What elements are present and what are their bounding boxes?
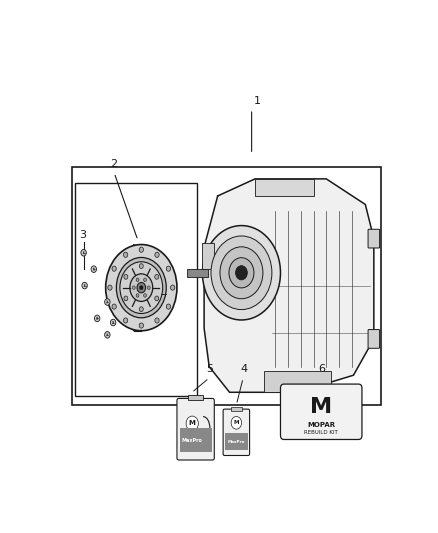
Circle shape: [139, 264, 143, 269]
Circle shape: [144, 294, 146, 297]
Text: 4: 4: [240, 364, 248, 374]
Circle shape: [229, 257, 254, 288]
Circle shape: [186, 416, 198, 431]
Circle shape: [124, 296, 128, 301]
Circle shape: [202, 225, 280, 320]
Circle shape: [166, 304, 171, 309]
Circle shape: [132, 286, 135, 289]
Text: 5: 5: [206, 364, 213, 374]
Circle shape: [110, 319, 116, 326]
FancyBboxPatch shape: [223, 409, 250, 456]
Circle shape: [139, 247, 144, 252]
Bar: [188, 395, 203, 400]
Circle shape: [112, 266, 116, 271]
Bar: [202, 243, 214, 269]
Circle shape: [105, 298, 110, 305]
Text: 3: 3: [79, 230, 86, 240]
Bar: [255, 179, 314, 196]
Circle shape: [166, 266, 171, 271]
Circle shape: [170, 285, 175, 290]
Circle shape: [130, 274, 153, 302]
Circle shape: [108, 285, 112, 290]
Text: MaxPro: MaxPro: [181, 438, 202, 443]
Circle shape: [120, 262, 162, 313]
Circle shape: [82, 282, 87, 289]
Bar: [72, 166, 381, 405]
Circle shape: [81, 249, 86, 256]
Circle shape: [139, 307, 143, 312]
Text: REBUILD KIT: REBUILD KIT: [304, 430, 338, 435]
Text: M: M: [233, 421, 239, 425]
FancyBboxPatch shape: [368, 329, 380, 348]
Bar: [75, 183, 197, 397]
Circle shape: [139, 323, 144, 328]
Text: M: M: [310, 397, 332, 417]
Circle shape: [95, 315, 100, 322]
FancyBboxPatch shape: [368, 229, 380, 248]
Bar: [187, 269, 208, 277]
Text: 1: 1: [253, 96, 260, 106]
Circle shape: [147, 286, 150, 289]
Circle shape: [220, 247, 263, 298]
Bar: [264, 371, 332, 392]
Circle shape: [105, 332, 110, 338]
Bar: [180, 428, 212, 452]
Polygon shape: [204, 179, 374, 392]
Circle shape: [140, 286, 143, 290]
Circle shape: [155, 318, 159, 323]
Circle shape: [124, 318, 128, 323]
Circle shape: [231, 416, 242, 429]
Text: MaxPro: MaxPro: [228, 440, 245, 444]
Circle shape: [106, 245, 177, 330]
Circle shape: [211, 236, 272, 310]
Circle shape: [144, 278, 146, 281]
FancyBboxPatch shape: [177, 399, 214, 460]
Text: 6: 6: [319, 364, 326, 374]
Circle shape: [136, 294, 139, 297]
Circle shape: [124, 274, 128, 279]
Text: MOPAR: MOPAR: [307, 422, 335, 428]
Circle shape: [137, 282, 145, 293]
Text: M: M: [189, 421, 196, 426]
Text: 2: 2: [110, 159, 118, 168]
Bar: [231, 407, 242, 411]
FancyBboxPatch shape: [280, 384, 362, 440]
Circle shape: [155, 274, 159, 279]
Circle shape: [124, 252, 128, 257]
Circle shape: [236, 265, 247, 280]
Bar: [225, 433, 247, 450]
Circle shape: [155, 296, 159, 301]
Circle shape: [117, 257, 166, 318]
Ellipse shape: [131, 245, 137, 330]
Circle shape: [155, 252, 159, 257]
Circle shape: [112, 304, 116, 309]
Circle shape: [136, 278, 139, 281]
Circle shape: [91, 266, 96, 272]
